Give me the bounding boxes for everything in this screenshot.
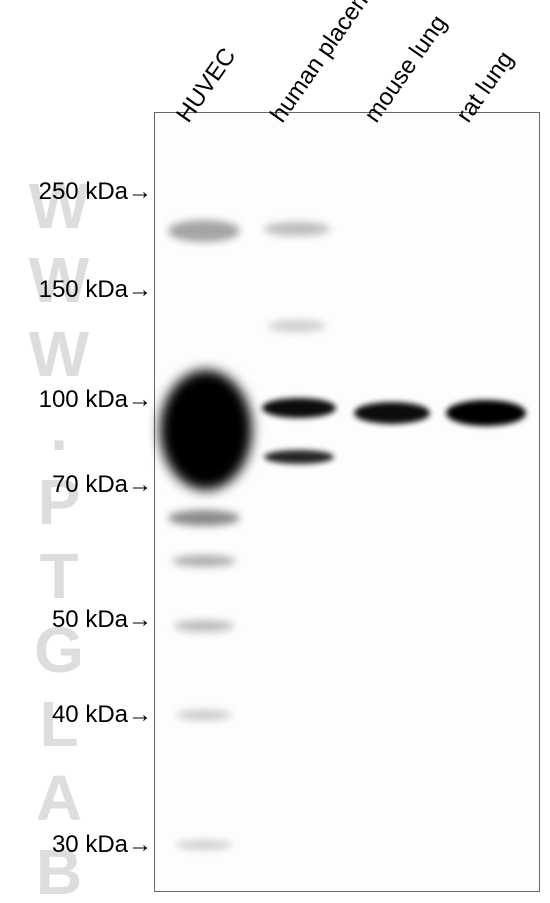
blot-band — [160, 370, 252, 490]
mw-marker-label: 70 kDa→ — [52, 471, 152, 499]
blot-band — [168, 510, 240, 526]
blot-band — [268, 320, 326, 332]
mw-marker-label: 150 kDa→ — [39, 276, 152, 304]
blot-band — [264, 222, 330, 236]
mw-marker-label: 250 kDa→ — [39, 178, 152, 206]
western-blot-figure: WWW.PTGLAB.COM HUVEChuman placentamouse … — [0, 0, 550, 903]
mw-marker-label: 50 kDa→ — [52, 606, 152, 634]
blot-band — [264, 450, 334, 464]
blot-band — [176, 710, 232, 720]
lane-label: mouse lung — [359, 10, 453, 128]
blot-band — [354, 402, 430, 424]
blot-band — [168, 220, 240, 242]
blot-band — [172, 555, 236, 567]
mw-marker-label: 100 kDa→ — [39, 386, 152, 414]
blot-band — [176, 840, 232, 850]
blot-band — [446, 400, 526, 426]
mw-marker-label: 30 kDa→ — [52, 831, 152, 859]
blot-band — [174, 620, 234, 632]
blot-band — [262, 398, 336, 418]
mw-marker-label: 40 kDa→ — [52, 701, 152, 729]
